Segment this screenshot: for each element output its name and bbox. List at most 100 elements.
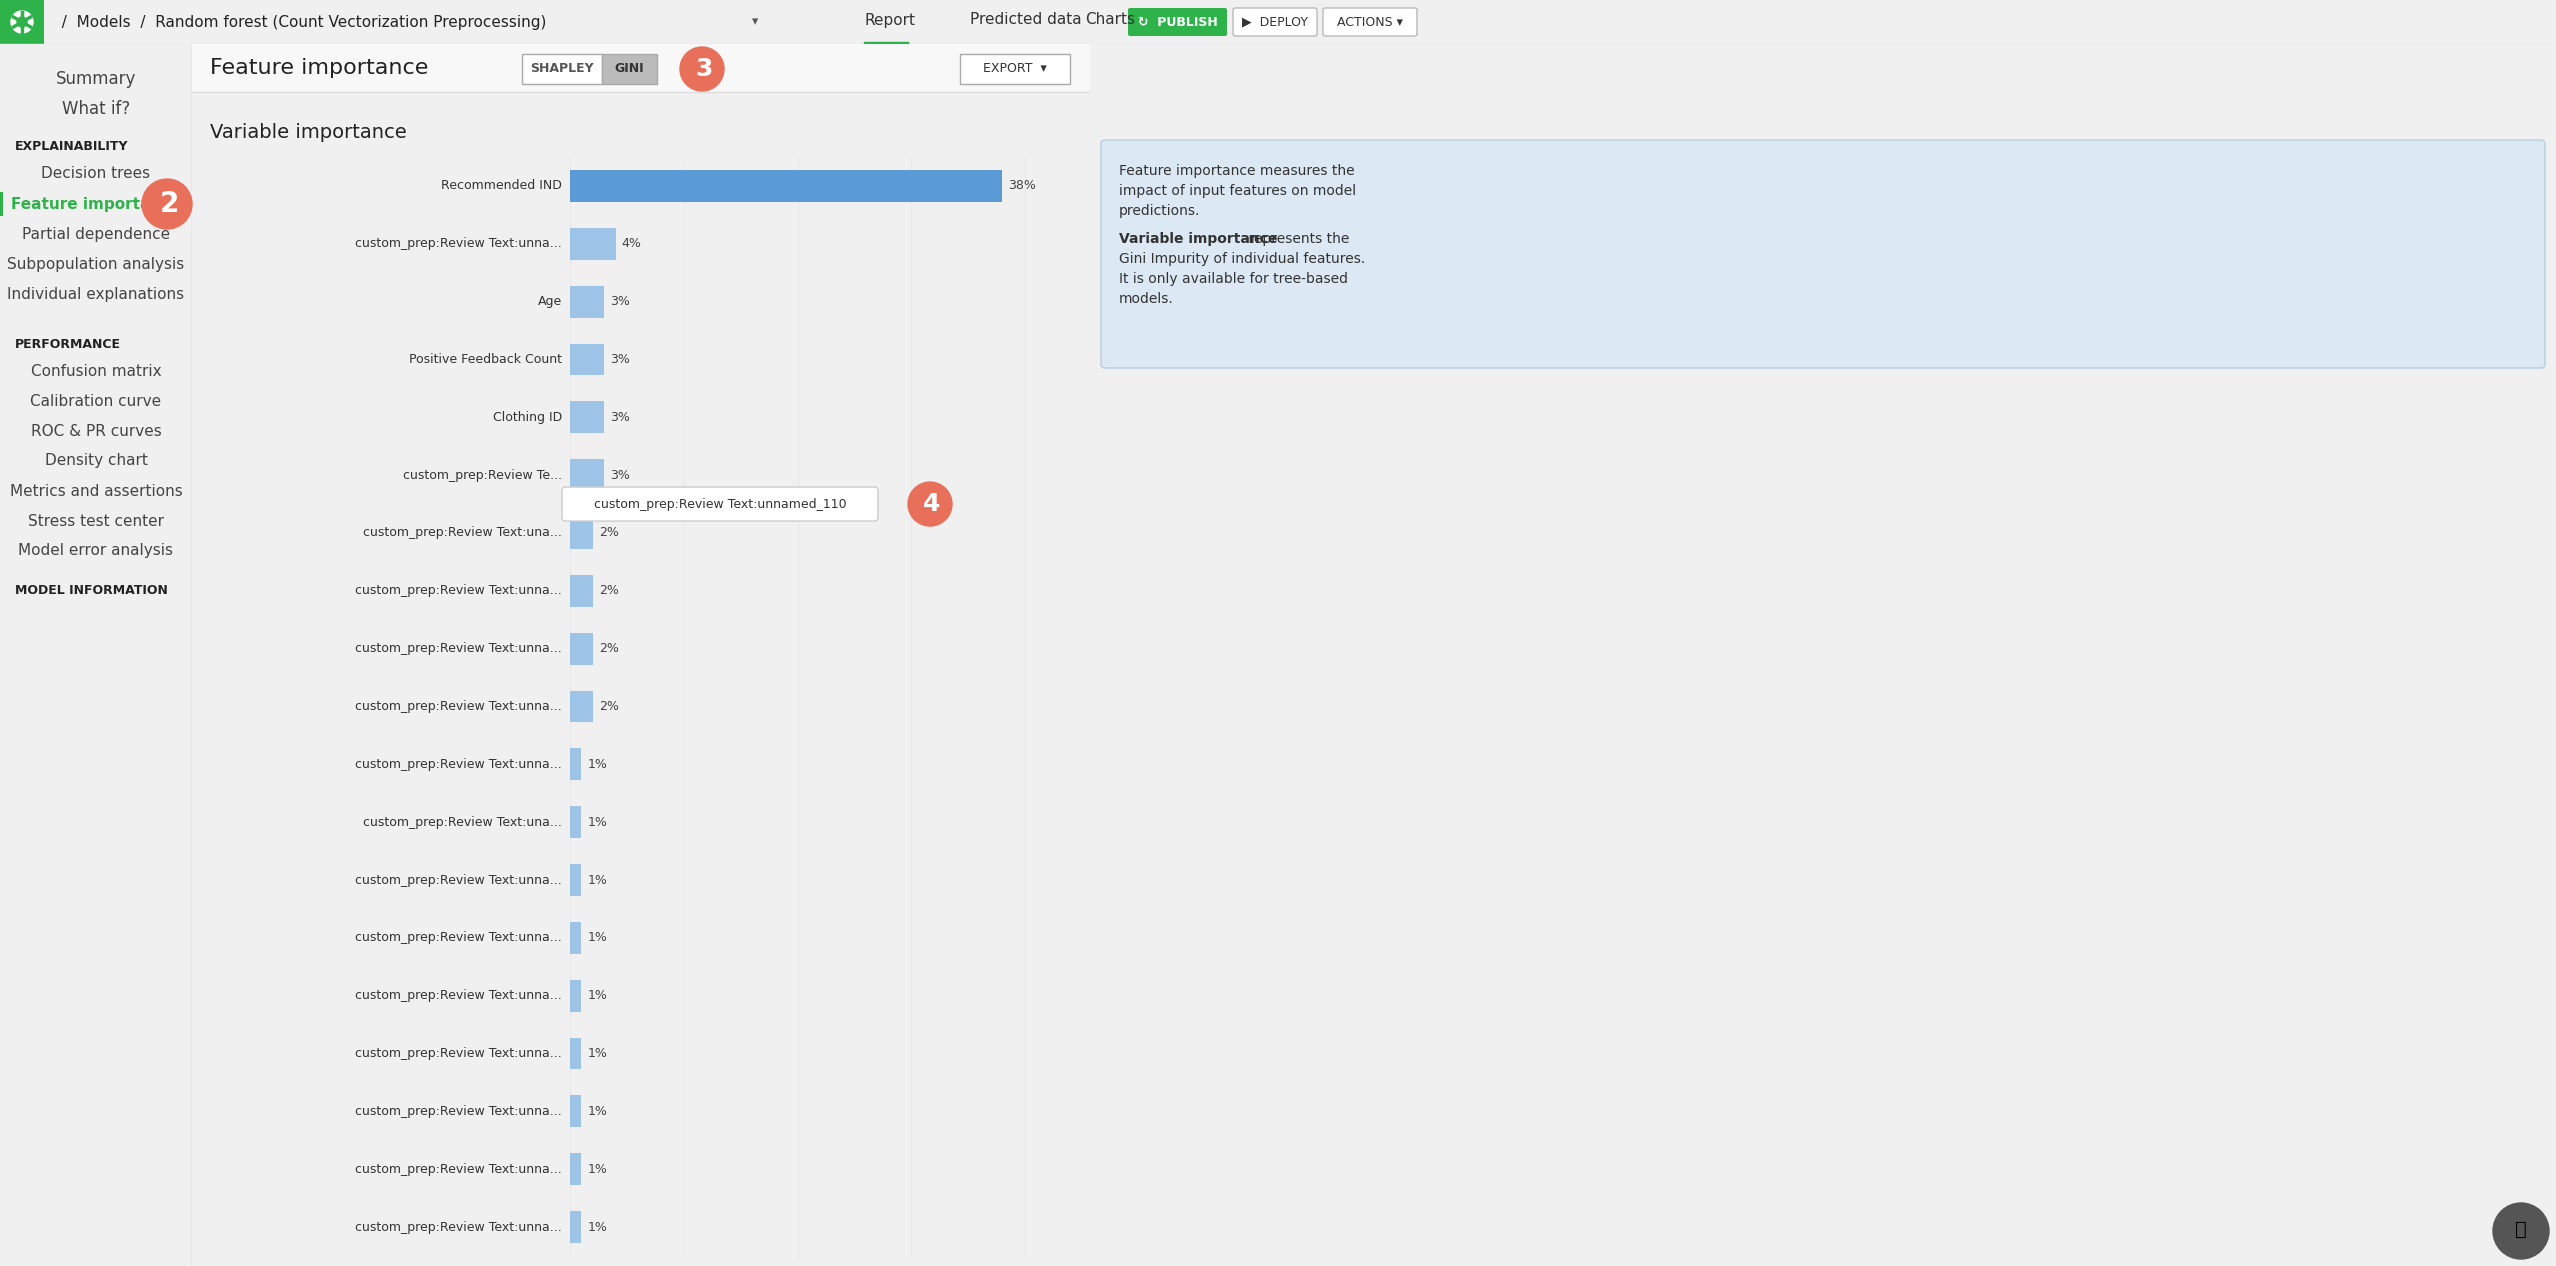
Text: Partial dependence: Partial dependence	[23, 227, 171, 242]
Bar	[570, 228, 616, 260]
Text: Subpopulation analysis: Subpopulation analysis	[8, 257, 184, 271]
Circle shape	[907, 482, 951, 527]
Text: 1%: 1%	[588, 932, 608, 944]
Text: GINI: GINI	[613, 62, 644, 76]
Text: ▶  DEPLOY: ▶ DEPLOY	[1242, 15, 1309, 29]
Polygon shape	[143, 190, 171, 218]
Text: 2%: 2%	[598, 585, 619, 598]
Text: 3: 3	[695, 57, 713, 81]
Text: 3%: 3%	[611, 410, 629, 424]
Circle shape	[10, 11, 33, 33]
Text: ACTIONS ▾: ACTIONS ▾	[1337, 15, 1403, 29]
Text: 💬: 💬	[2515, 1219, 2528, 1238]
FancyBboxPatch shape	[603, 54, 657, 84]
Text: custom_prep:Review Text:una...: custom_prep:Review Text:una...	[363, 527, 562, 539]
Text: 1%: 1%	[588, 815, 608, 829]
Polygon shape	[910, 492, 935, 517]
FancyBboxPatch shape	[562, 487, 879, 522]
FancyBboxPatch shape	[961, 54, 1071, 84]
Text: 1%: 1%	[588, 758, 608, 771]
Bar	[570, 1153, 580, 1185]
Text: custom_prep:Review Text:unna...: custom_prep:Review Text:unna...	[355, 874, 562, 886]
Text: ROC & PR curves: ROC & PR curves	[31, 424, 161, 438]
Bar	[570, 1038, 580, 1070]
Text: 4: 4	[923, 492, 941, 517]
Text: predictions.: predictions.	[1120, 204, 1201, 218]
FancyBboxPatch shape	[1232, 8, 1316, 35]
Text: custom_prep:Review Text:unna...: custom_prep:Review Text:unna...	[355, 1105, 562, 1118]
Bar	[570, 690, 593, 723]
Text: Predicted data: Predicted data	[969, 13, 1081, 28]
Text: It is only available for tree-based: It is only available for tree-based	[1120, 272, 1347, 286]
Text: 1%: 1%	[588, 1220, 608, 1233]
Text: 1%: 1%	[588, 989, 608, 1003]
Text: custom_prep:Review Text:unnamed_110: custom_prep:Review Text:unnamed_110	[593, 498, 846, 510]
Bar	[0, 0, 43, 44]
Bar	[570, 980, 580, 1012]
Text: 1%: 1%	[588, 874, 608, 886]
Text: custom_prep:Review Text:unna...: custom_prep:Review Text:unna...	[355, 1047, 562, 1060]
Text: Clothing ID: Clothing ID	[493, 410, 562, 424]
Text: Decision trees: Decision trees	[41, 167, 151, 181]
Bar	[570, 575, 593, 606]
Bar	[570, 865, 580, 896]
Text: Density chart: Density chart	[43, 453, 148, 468]
Text: Calibration curve: Calibration curve	[31, 394, 161, 409]
Bar	[570, 286, 603, 318]
Text: custom_prep:Review Text:unna...: custom_prep:Review Text:unna...	[355, 989, 562, 1003]
Bar	[570, 343, 603, 375]
Text: Model error analysis: Model error analysis	[18, 543, 174, 558]
Text: 2%: 2%	[598, 700, 619, 713]
Bar	[570, 170, 1002, 201]
Text: custom_prep:Review Text:unna...: custom_prep:Review Text:unna...	[355, 642, 562, 656]
FancyBboxPatch shape	[1324, 8, 1416, 35]
Text: Stress test center: Stress test center	[28, 514, 164, 528]
Text: 3%: 3%	[611, 468, 629, 481]
Circle shape	[18, 16, 28, 27]
Text: impact of input features on model: impact of input features on model	[1120, 184, 1357, 197]
Text: Feature importance: Feature importance	[10, 196, 181, 211]
Bar	[570, 460, 603, 491]
FancyBboxPatch shape	[1102, 141, 2546, 368]
Text: Report: Report	[864, 13, 915, 28]
Bar	[570, 806, 580, 838]
Text: custom_prep:Review Text:unna...: custom_prep:Review Text:unna...	[355, 237, 562, 251]
Text: Summary: Summary	[56, 70, 135, 89]
Text: custom_prep:Review Text:unna...: custom_prep:Review Text:unna...	[355, 1162, 562, 1176]
Text: custom_prep:Review Text:unna...: custom_prep:Review Text:unna...	[355, 585, 562, 598]
Text: Confusion matrix: Confusion matrix	[31, 363, 161, 379]
Circle shape	[2492, 1203, 2548, 1258]
Text: Positive Feedback Count: Positive Feedback Count	[409, 353, 562, 366]
Text: EXPLAINABILITY: EXPLAINABILITY	[15, 141, 128, 153]
Text: Age: Age	[537, 295, 562, 308]
Text: custom_prep:Review Text:unna...: custom_prep:Review Text:unna...	[355, 932, 562, 944]
FancyBboxPatch shape	[1127, 8, 1227, 35]
Text: 1%: 1%	[588, 1105, 608, 1118]
Bar	[192, 44, 1089, 92]
Text: Feature importance measures the: Feature importance measures the	[1120, 165, 1355, 179]
Text: PERFORMANCE: PERFORMANCE	[15, 338, 120, 351]
Circle shape	[143, 179, 192, 229]
Text: EXPORT  ▾: EXPORT ▾	[984, 62, 1048, 76]
Polygon shape	[682, 57, 708, 81]
Bar	[570, 748, 580, 780]
Text: /  Models  /  Random forest (Count Vectorization Preprocessing): / Models / Random forest (Count Vectoriz…	[51, 14, 547, 29]
Bar	[570, 922, 580, 953]
Text: custom_prep:Review Text:unna...: custom_prep:Review Text:unna...	[355, 1220, 562, 1233]
Text: 4%: 4%	[621, 237, 642, 251]
Bar	[0, 192, 3, 216]
FancyBboxPatch shape	[521, 54, 603, 84]
Text: Charts: Charts	[1084, 13, 1135, 28]
Text: Gini Impurity of individual features.: Gini Impurity of individual features.	[1120, 252, 1365, 266]
Text: ↻  PUBLISH: ↻ PUBLISH	[1137, 15, 1217, 29]
Text: 1%: 1%	[588, 1047, 608, 1060]
Bar	[570, 517, 593, 549]
Text: 38%: 38%	[1007, 180, 1035, 192]
Circle shape	[680, 47, 723, 91]
Text: custom_prep:Review Text:unna...: custom_prep:Review Text:unna...	[355, 700, 562, 713]
Text: ▾: ▾	[751, 15, 759, 29]
Text: Variable importance: Variable importance	[210, 123, 406, 142]
Text: custom_prep:Review Text:unna...: custom_prep:Review Text:unna...	[355, 758, 562, 771]
Text: MODEL INFORMATION: MODEL INFORMATION	[15, 585, 169, 598]
Text: models.: models.	[1120, 292, 1173, 306]
